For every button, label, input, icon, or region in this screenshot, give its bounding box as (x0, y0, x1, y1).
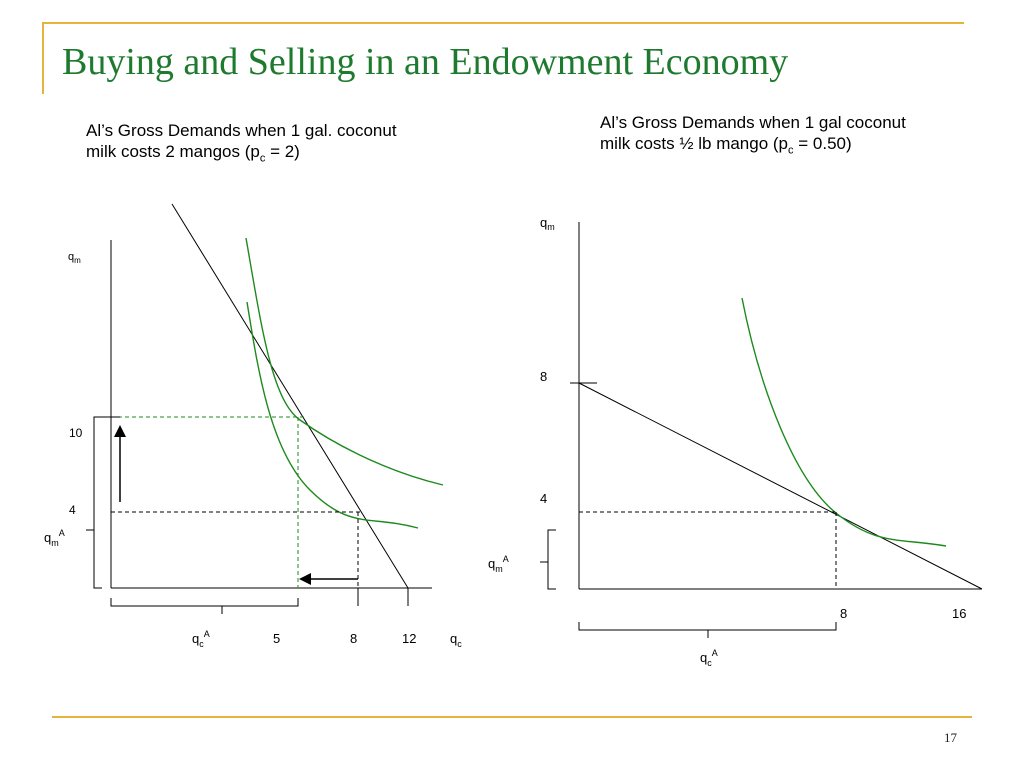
left-x-endowment-bracket (110, 598, 299, 614)
left-budget-line (171, 203, 409, 589)
right-x-endowment-label: qcA (700, 648, 718, 668)
right-y-endowment-label: qmA (488, 554, 509, 574)
left-x-tick-label-5: 5 (273, 631, 280, 646)
footer-accent-line (52, 716, 972, 718)
right-x-tick-label-16: 16 (952, 606, 966, 621)
right-y-endowment-bracket (540, 529, 556, 590)
left-indifference-curve-lower (246, 301, 419, 529)
left-indifference-curve-upper (245, 237, 444, 486)
left-caption-line2: milk costs 2 mangos (pc = 2) (86, 142, 300, 165)
right-diagram: qm 8 4 qmA 8 16 qcA (488, 215, 983, 668)
right-panel-caption: Al’s Gross Demands when 1 gal coconut mi… (600, 112, 1000, 161)
left-y-endowment-bracket (86, 416, 102, 589)
left-y-endowment-label: qmA (44, 528, 65, 548)
page-number: 17 (944, 730, 957, 745)
slide-title: Buying and Selling in an Endowment Econo… (62, 41, 789, 83)
left-panel-caption: Al’s Gross Demands when 1 gal. coconut m… (86, 120, 486, 169)
left-accent-line (42, 22, 44, 94)
left-y-tick-label-10: 10 (69, 426, 83, 440)
left-caption-line1: Al’s Gross Demands when 1 gal. coconut (86, 121, 397, 140)
right-budget-line (578, 382, 983, 590)
left-y-tick-label-4: 4 (69, 503, 76, 517)
left-x-axis-label: qc (450, 631, 462, 649)
right-caption-line1: Al’s Gross Demands when 1 gal coconut (600, 113, 906, 132)
right-caption-line2: milk costs ½ lb mango (pc = 0.50) (600, 134, 852, 157)
left-x-tick-label-8: 8 (350, 631, 357, 646)
right-y-axis-label: qm (540, 215, 555, 232)
right-y-tick-label-8: 8 (540, 369, 547, 384)
right-x-endowment-bracket (578, 622, 837, 638)
right-y-tick-label-4: 4 (540, 491, 547, 506)
left-y-axis-label: qm (68, 251, 81, 265)
top-accent-line (42, 22, 964, 24)
left-x-endowment-label: qcA (192, 629, 210, 649)
left-diagram: qm 10 4 qmA qcA 5 8 12 qc (44, 203, 462, 649)
left-x-tick-label-12: 12 (402, 631, 416, 646)
right-indifference-curve (741, 297, 947, 547)
right-x-tick-label-8: 8 (840, 606, 847, 621)
